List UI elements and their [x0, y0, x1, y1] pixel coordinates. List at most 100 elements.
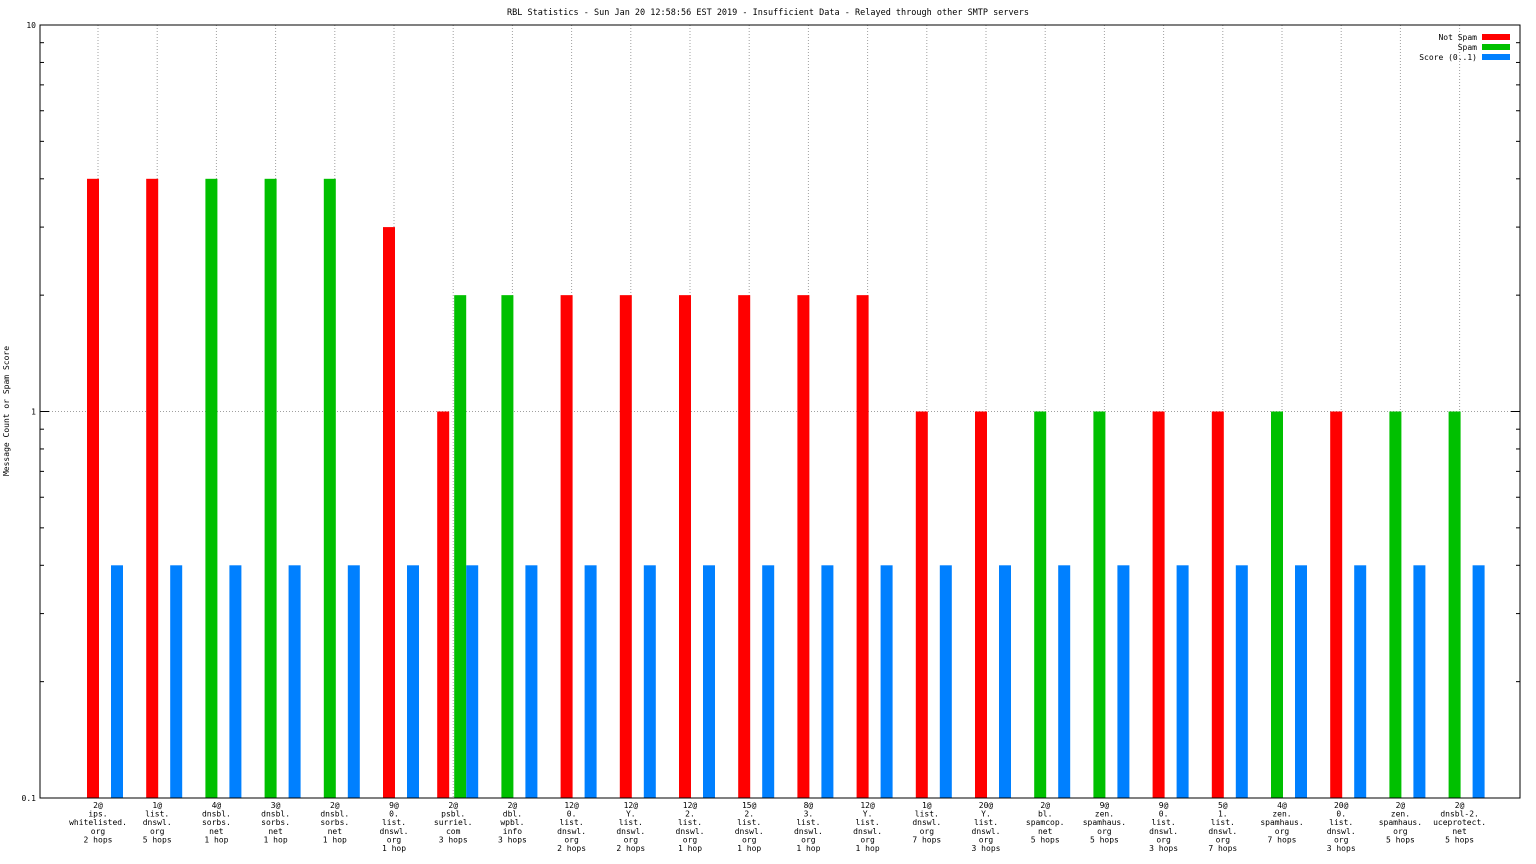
x-tick-label: 9@ zen. spamhaus. org 5 hops	[1083, 801, 1126, 844]
not-spam-bar	[383, 227, 395, 798]
x-tick-label-line: zen.	[1391, 810, 1410, 819]
x-tick-label-line: org	[979, 835, 994, 844]
score-bar	[1058, 565, 1071, 798]
x-tick-label-line: 20@	[979, 801, 994, 810]
x-tick-label-line: 5 hops	[143, 835, 172, 844]
x-tick-label-line: org	[683, 835, 698, 844]
x-tick-label-line: 2@	[1040, 801, 1050, 810]
x-tick-label-line: 12@	[624, 801, 639, 810]
x-tick-label-line: psbl.	[441, 810, 465, 819]
x-tick-label-line: info	[503, 827, 522, 836]
x-tick-label-line: org	[624, 835, 639, 844]
x-tick-label-line: 2 hops	[84, 835, 113, 844]
x-tick-label-line: sorbs.	[320, 818, 349, 827]
score-bar	[288, 565, 301, 798]
y-tick-label: 10	[26, 21, 36, 30]
x-tick-label-line: list.	[737, 818, 761, 827]
x-tick-label-line: 2@	[330, 801, 340, 810]
x-tick-label: 1@ list. dnswl. org 5 hops	[143, 801, 172, 844]
x-tick-label: 9@ 0. list. dnswl. org 3 hops	[1149, 801, 1178, 853]
x-tick-label-line: 1.	[1218, 810, 1228, 819]
x-tick-label-line: 3 hops	[498, 835, 527, 844]
x-tick-label-line: dnswl.	[1327, 827, 1356, 836]
x-tick-label-line: bl.	[1038, 810, 1052, 819]
x-tick-label-line: 3 hops	[972, 844, 1001, 853]
x-tick-label-line: list.	[796, 818, 820, 827]
x-tick-label: 2@ dbl. wpbl. info 3 hops	[498, 801, 527, 844]
x-tick-label: 2@ bl. spamcop. net 5 hops	[1026, 801, 1065, 844]
not-spam-bar	[1211, 411, 1224, 798]
legend-swatch	[1482, 34, 1510, 40]
x-tick-label-line: list.	[382, 818, 406, 827]
x-tick-label-line: 2.	[744, 810, 754, 819]
x-tick-label-line: org	[1275, 827, 1290, 836]
x-tick-label: 5@ 1. list. dnswl. org 7 hops	[1208, 801, 1237, 853]
x-tick-label-line: 0.	[1336, 810, 1346, 819]
x-tick-label: 2@ dnsbl-2. uceprotect. net 5 hops	[1433, 801, 1486, 844]
score-bar	[1235, 565, 1248, 798]
x-tick-label-line: spamcop.	[1026, 818, 1065, 827]
legend-label: Score (0..1)	[1419, 53, 1477, 62]
x-tick-label-line: net	[209, 827, 224, 836]
score-bar	[999, 565, 1011, 798]
score-bar	[762, 565, 775, 798]
x-tick-label-line: list.	[1152, 818, 1176, 827]
x-tick-label-line: 2@	[93, 801, 103, 810]
x-tick-label-line: dbl.	[503, 810, 522, 819]
x-tick-label: 4@ zen. spamhaus. org 7 hops	[1260, 801, 1303, 844]
y-axis-label: Message Count or Spam Score	[2, 346, 11, 476]
score-bar	[525, 565, 538, 798]
x-tick-label: 12@ 2. list. dnswl. org 1 hop	[676, 801, 705, 853]
x-tick-label-line: 4@	[1277, 801, 1287, 810]
not-spam-bar	[679, 295, 691, 798]
x-tick-label: 4@ dnsbl. sorbs. net 1 hop	[202, 801, 231, 844]
x-tick-label-line: Y.	[981, 810, 991, 819]
x-tick-label-line: spamhaus.	[1083, 818, 1126, 827]
x-tick-label-line: dnsbl.	[202, 810, 231, 819]
x-tick-label-line: org	[1334, 835, 1349, 844]
x-tick-label-line: list.	[915, 810, 939, 819]
x-tick-label-line: org	[860, 835, 875, 844]
x-tick-label-line: 1 hop	[204, 835, 228, 844]
x-tick-label-line: 2 hops	[616, 844, 645, 853]
score-bar	[821, 565, 834, 798]
x-tick-label-line: 1 hop	[264, 835, 288, 844]
x-tick-label-line: 1 hop	[796, 844, 820, 853]
x-tick-label: 20@ 0. list. dnswl. org 3 hops	[1327, 801, 1356, 853]
score-bar	[939, 565, 952, 798]
x-tick-label-line: 2 hops	[557, 844, 586, 853]
x-tick-label: 20@ Y. list. dnswl. org 3 hops	[972, 801, 1001, 853]
x-tick-label-line: net	[328, 827, 343, 836]
x-tick-label-line: 5 hops	[1386, 835, 1415, 844]
spam-bar	[323, 178, 336, 798]
x-tick-label: 12@ 0. list. dnswl. org 2 hops	[557, 801, 586, 853]
x-tick-label-line: 5@	[1218, 801, 1228, 810]
x-tick-label-line: dnswl.	[1149, 827, 1178, 836]
axis-ticks: 10 1 0.1	[22, 21, 1520, 803]
not-spam-bar	[1152, 411, 1165, 798]
x-tick-label-line: 0.	[389, 810, 399, 819]
x-tick-label-line: 2@	[1396, 801, 1406, 810]
x-tick-label-line: 2@	[448, 801, 458, 810]
x-tick-label-line: 1@	[922, 801, 932, 810]
x-tick-label-line: org	[920, 827, 935, 836]
y-tick-label: 0.1	[22, 794, 37, 803]
x-tick-label-line: 1 hop	[678, 844, 702, 853]
x-tick-label-line: sorbs.	[261, 818, 290, 827]
spam-bar	[1448, 411, 1461, 798]
score-bar	[584, 565, 597, 798]
x-tick-label-line: 7 hops	[1268, 835, 1297, 844]
not-spam-bar	[87, 178, 99, 798]
bars	[87, 178, 1485, 798]
x-tick-label-line: 2@	[1455, 801, 1465, 810]
not-spam-bar	[797, 295, 810, 798]
spam-bar	[1034, 411, 1047, 798]
x-tick-label-line: zen.	[1272, 810, 1291, 819]
x-tick-label-line: uceprotect.	[1433, 818, 1486, 827]
score-bar	[703, 565, 715, 798]
y-tick-label: 1	[31, 408, 36, 417]
x-tick-label: 8@ 3. list. dnswl. org 1 hop	[794, 801, 823, 853]
x-tick-label-line: org	[91, 827, 106, 836]
score-bar	[1117, 565, 1130, 798]
x-tick-label-line: 1@	[152, 801, 162, 810]
